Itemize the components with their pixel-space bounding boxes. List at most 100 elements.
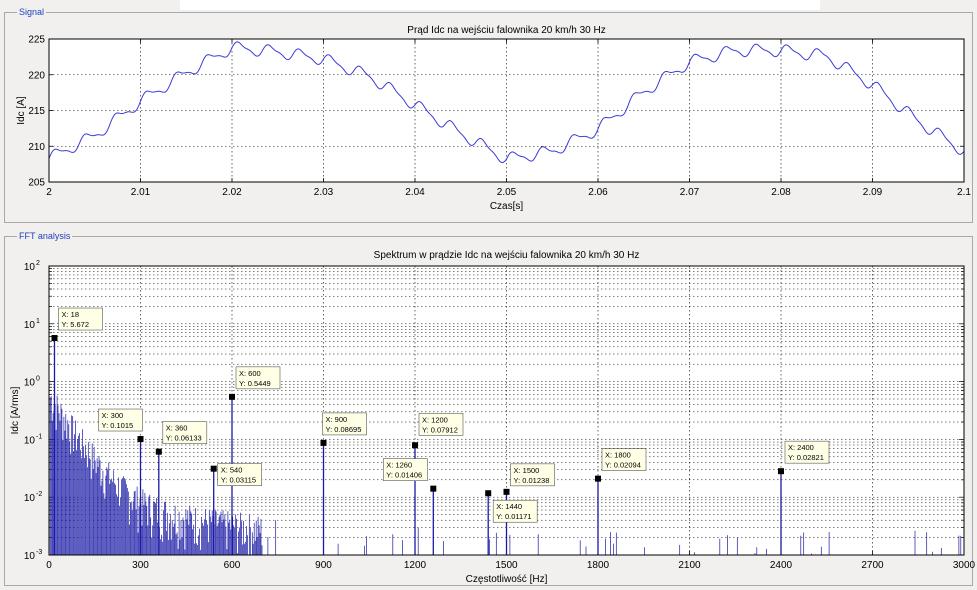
- fft-datatip-y: Y: 5.672: [61, 320, 89, 329]
- signal-x-tick-label: 2.08: [771, 187, 791, 198]
- fft-y-tick-label: 10: [24, 435, 36, 446]
- fft-datatip-marker: [137, 436, 144, 443]
- fft-datatip-marker: [503, 488, 510, 495]
- signal-y-tick-label: 205: [28, 178, 45, 189]
- fft-datatip-box: [58, 307, 103, 331]
- fft-datatip-x: X: 18: [61, 310, 79, 319]
- fft-x-tick-label: 3000: [953, 560, 976, 571]
- fft-datatip-x: X: 1500: [514, 466, 540, 475]
- signal-title: Prąd Idc na wejściu falownika 20 km/h 30…: [407, 25, 605, 36]
- fft-datatip-box: [235, 366, 281, 390]
- signal-y-tick-label: 215: [28, 106, 45, 117]
- fft-datatip-box: [784, 440, 830, 464]
- signal-y-tick-label: 220: [28, 70, 45, 81]
- fft-datatip-marker: [210, 465, 217, 472]
- fft-datatip-y: Y: 0.02094: [605, 461, 641, 470]
- fft-datatip-x: X: 1200: [422, 415, 448, 424]
- fft-datatip-y: Y: 0.02821: [788, 453, 824, 462]
- fft-x-tick-label: 2400: [770, 560, 793, 571]
- signal-x-tick-label: 2: [46, 187, 52, 198]
- fft-datatip-marker: [155, 448, 162, 455]
- fft-x-tick-label: 900: [315, 560, 332, 571]
- fft-datatip-box: [510, 463, 555, 487]
- fft-datatip-y: Y: 0.01406: [386, 471, 422, 480]
- signal-x-tick-label: 2.07: [680, 187, 700, 198]
- signal-x-tick-label: 2.1: [957, 187, 971, 198]
- fft-datatip-box: [492, 499, 538, 523]
- fft-datatip-marker: [485, 490, 492, 497]
- fft-y-tick-exponent: 0: [36, 376, 40, 383]
- fft-datatip-box: [98, 408, 143, 432]
- fft-datatip-x: X: 1260: [386, 461, 412, 470]
- fft-datatip-x: X: 1440: [496, 502, 522, 511]
- fft-datatip-box: [162, 421, 208, 444]
- fft-datatip-x: X: 1800: [605, 451, 631, 460]
- signal-y-axis-label: Idc [A]: [16, 96, 27, 125]
- fft-noise-floor: [49, 395, 962, 555]
- fft-datatip-y: Y: 0.06133: [166, 434, 202, 443]
- signal-x-tick-label: 2.05: [497, 187, 517, 198]
- fft-x-tick-label: 600: [224, 560, 241, 571]
- fft-datatip-marker: [778, 468, 784, 475]
- fft-title: Spektrum w prądzie Idc na wejściu falown…: [374, 250, 640, 261]
- fft-datatip-marker: [51, 335, 58, 342]
- fft-chart: 0 300 600 900 1200 1500 1800 2100 2400 2700 300010…: [10, 250, 976, 585]
- fft-datatip-y: Y: 0.1015: [102, 421, 134, 430]
- signal-panel-label: Signal: [17, 6, 47, 18]
- fft-datatip-x: X: 900: [326, 415, 348, 424]
- signal-plot-border: [48, 38, 965, 183]
- signal-chart: 2 2.01 2.02 2.03 2.04 2.05 2.06 2.07 2.08 2.09 2.1…: [16, 25, 971, 212]
- fft-y-axis-label: Idc [A/rms]: [10, 386, 21, 434]
- fft-y-tick-label: 10: [24, 551, 36, 562]
- fft-datatip-box: [217, 463, 262, 486]
- fft-y-tick-exponent: -2: [36, 491, 42, 498]
- fft-datatip-y: Y: 0.01238: [514, 476, 550, 485]
- fft-datatip-y: Y: 0.03115: [221, 476, 256, 485]
- fft-x-tick-label: 1500: [495, 560, 518, 571]
- fft-datatip-marker: [229, 393, 235, 400]
- fft-datatip-marker: [412, 442, 418, 449]
- fft-datatip-box: [322, 412, 367, 436]
- fft-y-tick-label: 10: [24, 320, 36, 331]
- fft-x-tick-label: 1200: [404, 560, 427, 571]
- fft-datatip-marker: [430, 485, 437, 492]
- fft-datatip-x: X: 2400: [788, 443, 814, 452]
- fft-x-tick-label: 2700: [861, 560, 884, 571]
- fft-datatip-y: Y: 0.08695: [326, 425, 362, 434]
- signal-x-axis-label: Czas[s]: [490, 201, 524, 212]
- signal-x-tick-label: 2.04: [405, 187, 425, 198]
- fft-y-tick-label: 10: [24, 378, 36, 389]
- signal-x-tick-label: 2.03: [314, 187, 334, 198]
- signal-x-tick-label: 2.09: [863, 187, 883, 198]
- fft-y-tick-label: 10: [24, 262, 36, 273]
- fft-datatip-marker: [595, 475, 601, 482]
- fft-plot-border: [48, 265, 965, 556]
- signal-series-line: [48, 41, 965, 164]
- fft-datatip-y: Y: 0.07912: [422, 425, 458, 434]
- fft-x-tick-label: 0: [46, 560, 52, 571]
- fft-x-axis-label: Częstotliwość [Hz]: [466, 574, 548, 585]
- fft-datatip-y: Y: 0.5449: [239, 379, 271, 388]
- fft-datatip-x: X: 600: [239, 369, 261, 378]
- signal-y-tick-label: 210: [28, 142, 45, 153]
- fft-datatip-x: X: 300: [102, 411, 124, 420]
- top-strip: [180, 0, 820, 10]
- fft-datatip-box: [418, 412, 464, 436]
- fft-y-tick-label: 10: [24, 493, 36, 504]
- fft-datatip-y: Y: 0.01171: [496, 512, 531, 521]
- fft-y-tick-exponent: -3: [36, 549, 42, 556]
- fft-datatip-marker: [320, 439, 327, 446]
- signal-x-tick-label: 2.06: [588, 187, 608, 198]
- fft-datatip-box: [382, 458, 428, 481]
- fft-x-tick-label: 2100: [678, 560, 701, 571]
- fft-y-tick-exponent: -1: [36, 433, 42, 440]
- signal-x-tick-label: 2.01: [131, 187, 151, 198]
- fft-datatip-x: X: 540: [221, 466, 243, 475]
- signal-y-tick-label: 225: [28, 35, 45, 46]
- fft-datatip-x: X: 360: [166, 424, 188, 433]
- fft-y-tick-exponent: 1: [36, 318, 40, 325]
- fft-x-tick-label: 1800: [587, 560, 610, 571]
- fft-datatip-box: [601, 448, 647, 471]
- signal-x-tick-label: 2.02: [222, 187, 242, 198]
- fft-x-tick-label: 300: [132, 560, 149, 571]
